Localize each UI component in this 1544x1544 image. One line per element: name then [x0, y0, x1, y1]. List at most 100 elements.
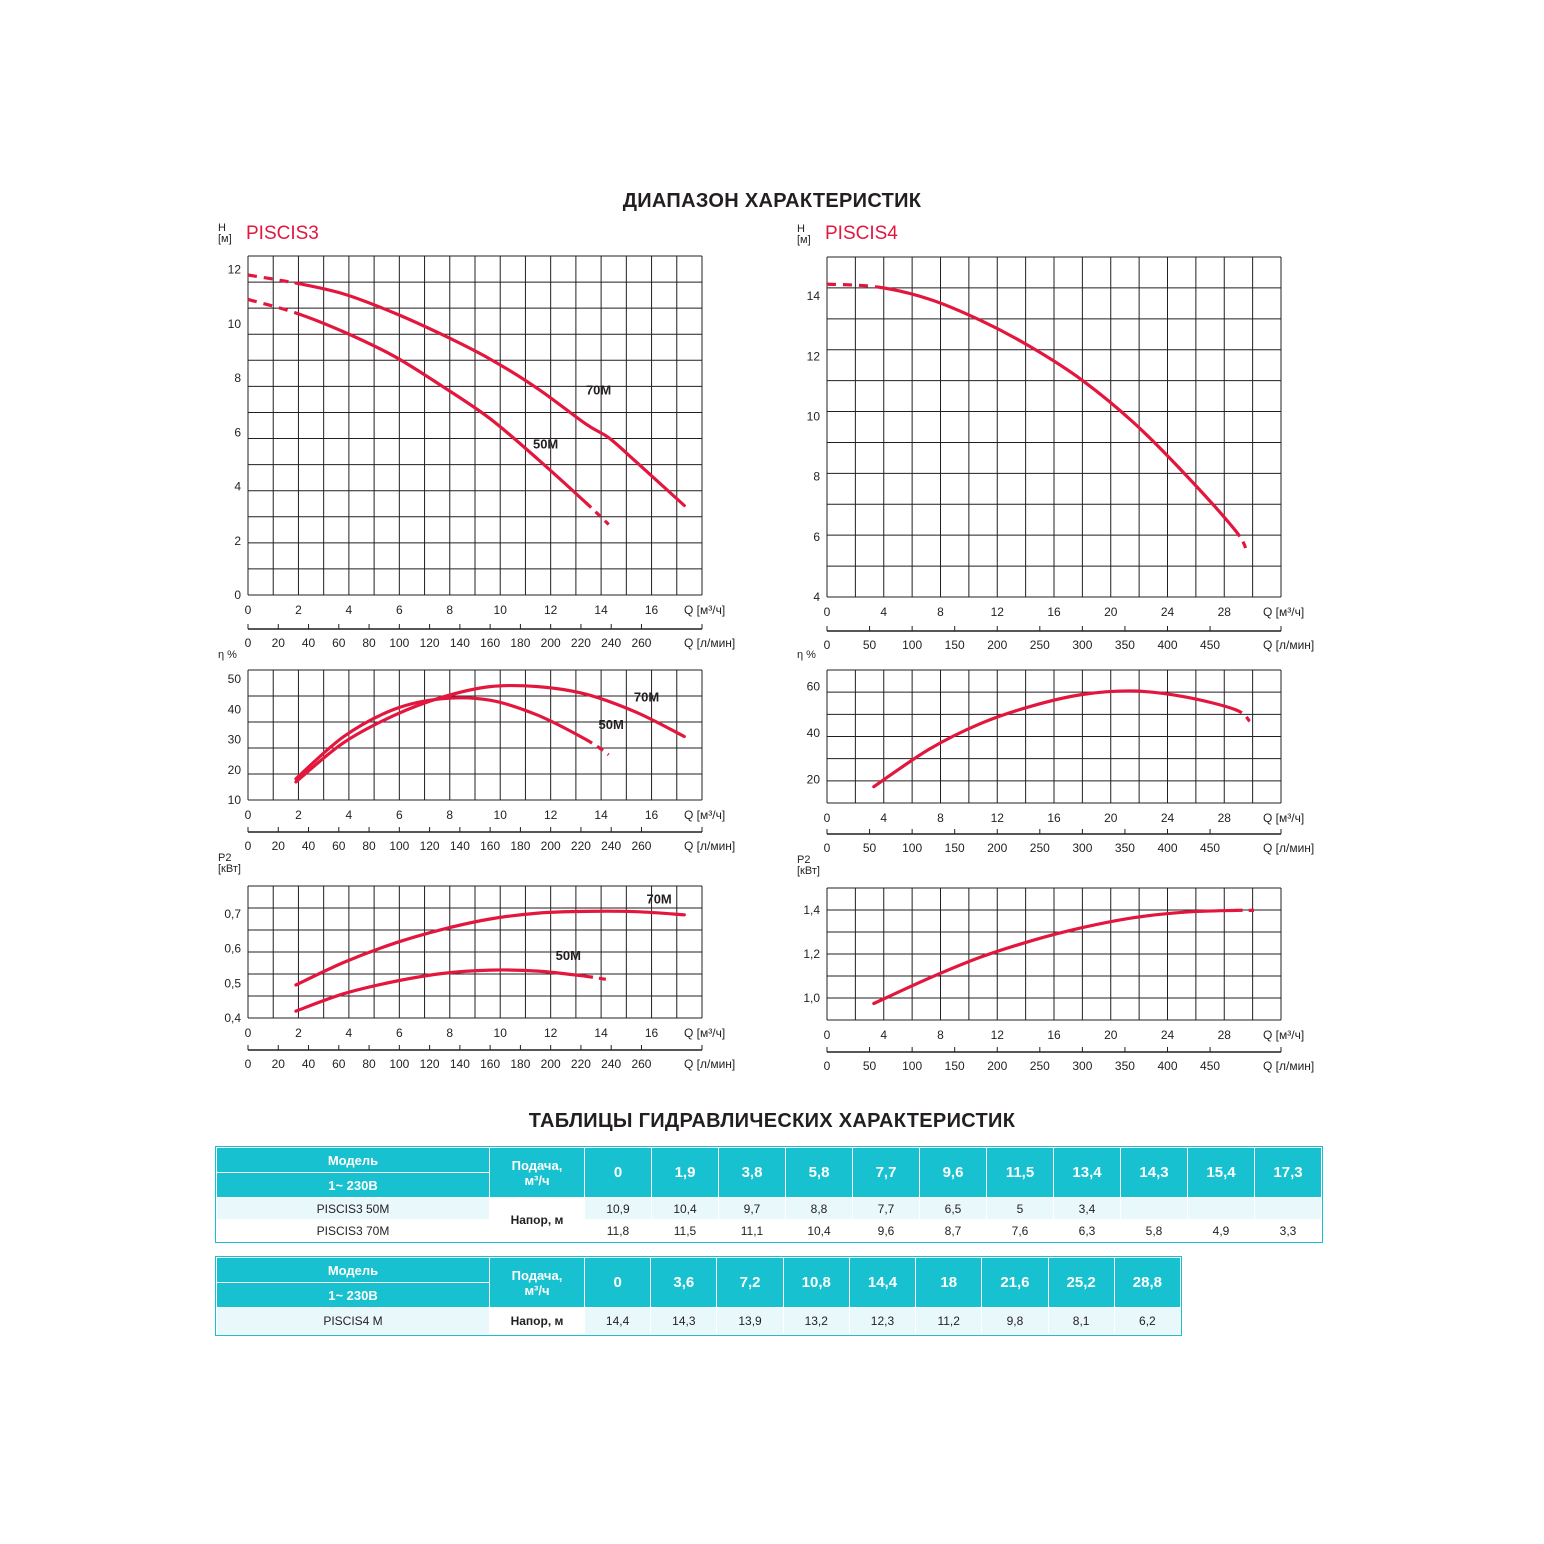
- x-tick-label: 12: [991, 811, 1005, 825]
- x-tick-label: 16: [1047, 811, 1061, 825]
- x-axis-label: Q [м³/ч]: [1263, 811, 1304, 825]
- x-tick-label: 4: [346, 1026, 353, 1040]
- model-header: Модель: [216, 1147, 490, 1173]
- head-value: 10,9: [584, 1197, 652, 1220]
- y-tick-label: 50: [228, 672, 242, 686]
- y-tick-label: 10: [228, 793, 242, 807]
- flow-value: 7,7: [852, 1147, 920, 1198]
- head-value: 6,3: [1053, 1219, 1121, 1242]
- y-tick-label: 4: [234, 480, 241, 494]
- head-value: 5,8: [1120, 1219, 1188, 1242]
- flow-tick-label: 150: [945, 841, 965, 855]
- flow-tick-label: 250: [1030, 638, 1050, 652]
- y-tick-label: 10: [807, 409, 821, 423]
- y-axis-label: [кВт]: [218, 863, 241, 875]
- head-value: 9,7: [718, 1197, 786, 1220]
- head-value: 11,2: [915, 1307, 983, 1335]
- x-tick-label: 14: [594, 603, 608, 617]
- head-value: 6,2: [1113, 1307, 1182, 1335]
- x-axis-label: Q [м³/ч]: [684, 603, 725, 617]
- flow-value: 14,3: [1120, 1147, 1188, 1198]
- x-axis-label: Q [м³/ч]: [1263, 605, 1304, 619]
- curve-p4-eff-series-dashed-end: [1234, 708, 1251, 723]
- y-tick-label: 10: [228, 317, 242, 331]
- chart-p4-eff: [826, 669, 1282, 835]
- flow-tick-label: 220: [571, 1057, 591, 1071]
- flow-tick-label: 260: [631, 839, 651, 853]
- flow-tick-label: 450: [1200, 841, 1220, 855]
- flow-tick-label: 120: [420, 839, 440, 853]
- x-tick-label: 16: [645, 1026, 659, 1040]
- head-value: 14,4: [583, 1307, 652, 1335]
- curve-p3-head-50M-dashed-start: [247, 297, 297, 315]
- voltage-header: 1~ 230В: [216, 1172, 490, 1198]
- flow-axis-label: Q [л/мин]: [1263, 841, 1314, 855]
- x-tick-label: 24: [1161, 811, 1175, 825]
- flow-tick-label: 100: [902, 841, 922, 855]
- x-tick-label: 28: [1218, 811, 1232, 825]
- series-label: 70M: [586, 382, 611, 397]
- flow-tick-label: 240: [601, 1057, 621, 1071]
- flow-axis-label: Q [л/мин]: [684, 636, 735, 650]
- x-tick-label: 0: [824, 605, 831, 619]
- y-tick-label: 8: [813, 470, 820, 484]
- y-tick-label: 0,5: [224, 976, 241, 990]
- flow-tick-label: 300: [1072, 638, 1092, 652]
- y-tick-label: 1,2: [803, 947, 820, 961]
- y-tick-label: 20: [228, 763, 242, 777]
- flow-tick-label: 240: [601, 839, 621, 853]
- flow-tick-label: 40: [302, 636, 316, 650]
- head-value: 8,7: [919, 1219, 987, 1242]
- head-value: 3,4: [1053, 1197, 1121, 1220]
- y-axis-label: H: [218, 222, 226, 234]
- x-tick-label: 8: [446, 603, 453, 617]
- head-value: 12,3: [848, 1307, 917, 1335]
- y-axis-label: P2: [797, 854, 810, 866]
- x-axis-label: Q [м³/ч]: [1263, 1028, 1304, 1042]
- flow-tick-label: 100: [389, 1057, 409, 1071]
- flow-tick-label: 160: [480, 1057, 500, 1071]
- chart-p3-eff: [247, 669, 703, 833]
- flow-tick-label: 200: [541, 636, 561, 650]
- y-axis-label: [кВт]: [797, 865, 820, 877]
- x-tick-label: 24: [1161, 605, 1175, 619]
- flow-axis-label: Q [л/мин]: [684, 839, 735, 853]
- x-tick-label: 4: [880, 1028, 887, 1042]
- flow-tick-label: 0: [824, 841, 831, 855]
- model-cell: PISCIS3 70M: [216, 1219, 490, 1242]
- flow-tick-label: 220: [571, 636, 591, 650]
- head-value: 3,3: [1254, 1219, 1322, 1242]
- y-tick-label: 40: [228, 702, 242, 716]
- flow-value: 28,8: [1113, 1257, 1182, 1308]
- x-tick-label: 20: [1104, 811, 1118, 825]
- y-tick-label: 6: [234, 425, 241, 439]
- x-tick-label: 12: [544, 1026, 558, 1040]
- flow-value: 25,2: [1047, 1257, 1115, 1308]
- y-tick-label: 40: [807, 726, 821, 740]
- flow-tick-label: 450: [1200, 1059, 1220, 1073]
- y-tick-label: 60: [807, 679, 821, 693]
- head-value: 13,2: [782, 1307, 850, 1335]
- curve-p3-eff-70M: [294, 683, 686, 784]
- flow-tick-label: 140: [450, 636, 470, 650]
- y-tick-label: 30: [228, 733, 242, 747]
- x-tick-label: 20: [1104, 605, 1118, 619]
- flow-tick-label: 0: [824, 1059, 831, 1073]
- flow-value: 1,9: [651, 1147, 719, 1198]
- x-tick-label: 16: [645, 808, 659, 822]
- head-value: 4,9: [1187, 1219, 1255, 1242]
- x-tick-label: 10: [494, 1026, 508, 1040]
- flow-axis-label: Q [л/мин]: [1263, 1059, 1314, 1073]
- flow-axis-label: Q [л/мин]: [684, 1057, 735, 1071]
- flow-tick-label: 100: [902, 1059, 922, 1073]
- flow-tick-label: 200: [987, 638, 1007, 652]
- flow-tick-label: 100: [389, 839, 409, 853]
- head-value: 10,4: [651, 1197, 719, 1220]
- flow-tick-label: 60: [332, 1057, 346, 1071]
- curve-p4-head-series: [876, 285, 1238, 533]
- curve-p3-head-50M: [294, 311, 588, 505]
- flow-axis-label: Q [л/мин]: [1263, 638, 1314, 652]
- y-tick-label: 0,4: [224, 1011, 241, 1025]
- y-tick-label: 8: [234, 371, 241, 385]
- head-value: 9,8: [981, 1307, 1049, 1335]
